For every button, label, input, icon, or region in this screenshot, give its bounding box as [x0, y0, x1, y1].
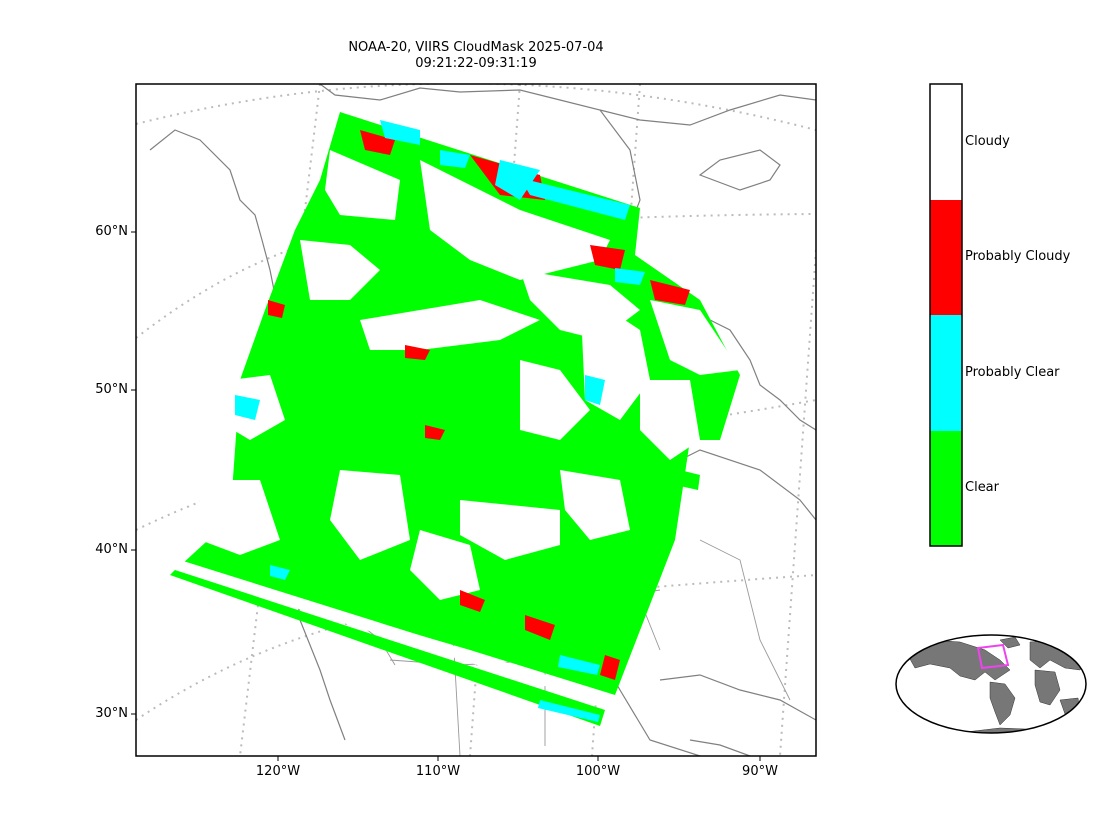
lon-label-100w: 100°W	[575, 764, 621, 779]
lon-label-120w: 120°W	[255, 764, 301, 779]
colorbar-probably-cloudy-swatch	[930, 200, 962, 315]
colorbar-probably-clear-swatch	[930, 315, 962, 431]
colorbar-clear-swatch	[930, 431, 962, 546]
colorbar-cloudy-swatch	[930, 84, 962, 200]
inset-world-map	[895, 634, 1087, 734]
inset-coverage-box	[976, 643, 1010, 670]
map-frame	[135, 83, 817, 757]
cloudmask-swath	[170, 112, 740, 726]
map-time-range: 09:21:22-09:31:19	[415, 56, 537, 71]
colorbar	[929, 83, 963, 547]
lat-label-40: 40°N	[95, 542, 128, 557]
lon-label-110w: 110°W	[415, 764, 461, 779]
lon-label-90w: 90°W	[742, 764, 778, 779]
map-title: NOAA-20, VIIRS CloudMask 2025-07-04	[348, 40, 604, 55]
colorbar-label-clear: Clear	[965, 480, 999, 495]
colorbar-label-probably-cloudy: Probably Cloudy	[965, 249, 1071, 264]
lat-label-50: 50°N	[95, 382, 128, 397]
colorbar-label-probably-clear: Probably Clear	[965, 365, 1060, 380]
lat-label-60: 60°N	[95, 224, 128, 239]
lat-label-30: 30°N	[95, 706, 128, 721]
colorbar-label-cloudy: Cloudy	[965, 134, 1010, 149]
